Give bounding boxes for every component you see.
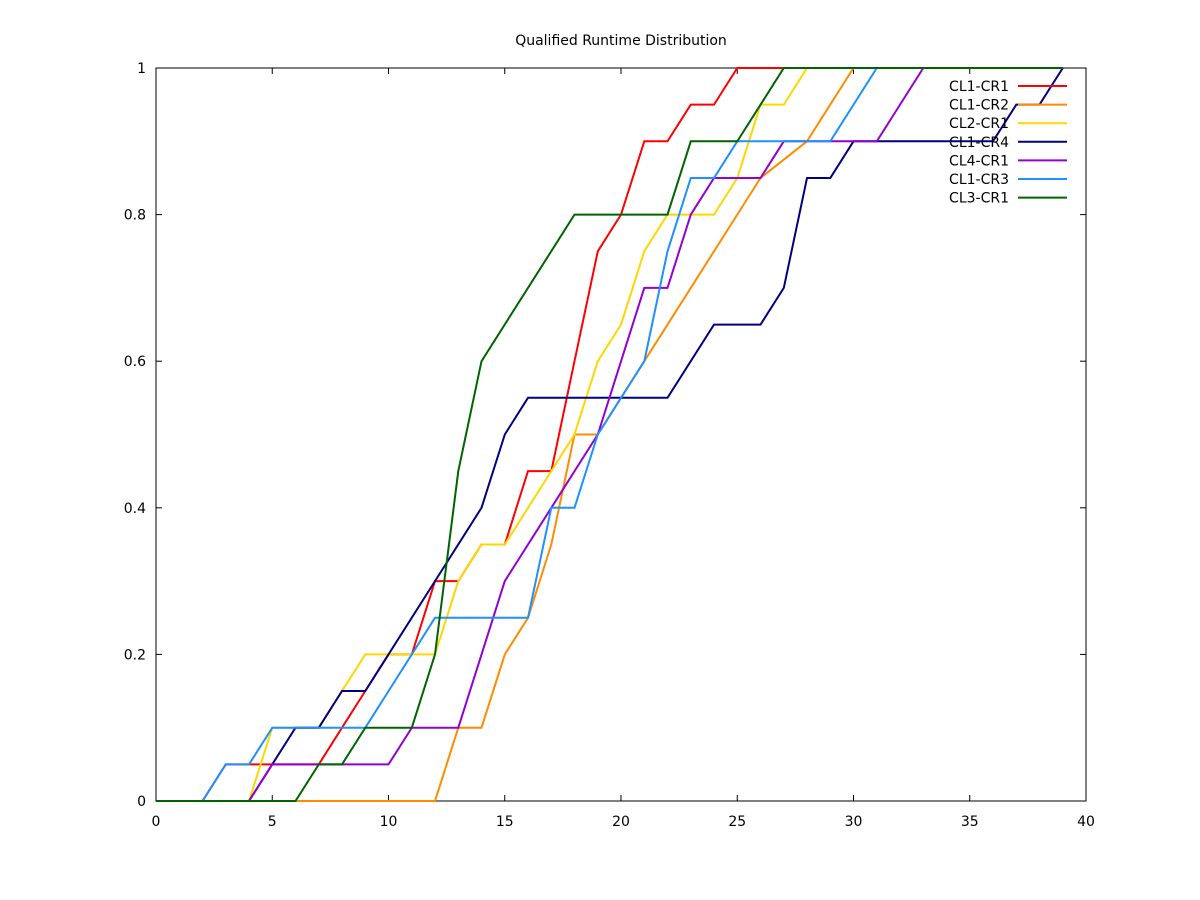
x-tick-label: 35 xyxy=(961,814,979,830)
legend-label: CL4-CR1 xyxy=(949,153,1009,169)
series-line-cl3-cr1 xyxy=(156,67,1063,802)
series-line-cl1-cr3 xyxy=(156,67,1063,802)
x-tick-label: 15 xyxy=(496,814,514,830)
legend-label: CL1-CR2 xyxy=(949,98,1009,114)
legend-label: CL1-CR3 xyxy=(949,172,1009,188)
axis-ticks: 0 5 10 15 20 25 30 35 40 0 0.2 0.4 0.6 0.8 1 xyxy=(124,61,1095,830)
plot-area xyxy=(155,67,1087,802)
legend-label: CL1-CR4 xyxy=(949,135,1009,151)
y-tick-label: 1 xyxy=(137,61,146,77)
x-tick-label: 5 xyxy=(268,814,277,830)
y-tick-label: 0 xyxy=(137,794,146,810)
chart-title: Qualified Runtime Distribution xyxy=(515,33,727,49)
x-tick-label: 0 xyxy=(152,814,161,830)
x-tick-label: 10 xyxy=(380,814,398,830)
series-line-cl2-cr1 xyxy=(156,67,1063,802)
plot-border xyxy=(155,67,1087,802)
legend: CL1-CR1 CL1-CR2 CL2-CR1 CL1-CR4 CL4-CR1 CL1-C… xyxy=(949,79,1067,207)
y-tick-label: 0.8 xyxy=(124,208,146,224)
series-line-cl1-cr4 xyxy=(156,67,1064,802)
y-tick-label: 0.6 xyxy=(124,354,146,370)
series-line-cl1-cr2 xyxy=(156,67,1063,802)
legend-label: CL3-CR1 xyxy=(949,191,1009,207)
y-tick-label: 0.2 xyxy=(124,647,146,663)
x-tick-label: 25 xyxy=(728,814,746,830)
legend-label: CL2-CR1 xyxy=(949,116,1009,132)
series-lines xyxy=(156,67,1064,802)
x-tick-label: 30 xyxy=(845,814,863,830)
y-tick-label: 0.4 xyxy=(124,501,146,517)
legend-label: CL1-CR1 xyxy=(949,79,1009,95)
series-line-cl4-cr1 xyxy=(156,67,1063,802)
x-tick-label: 20 xyxy=(612,814,630,830)
x-tick-label: 40 xyxy=(1077,814,1095,830)
